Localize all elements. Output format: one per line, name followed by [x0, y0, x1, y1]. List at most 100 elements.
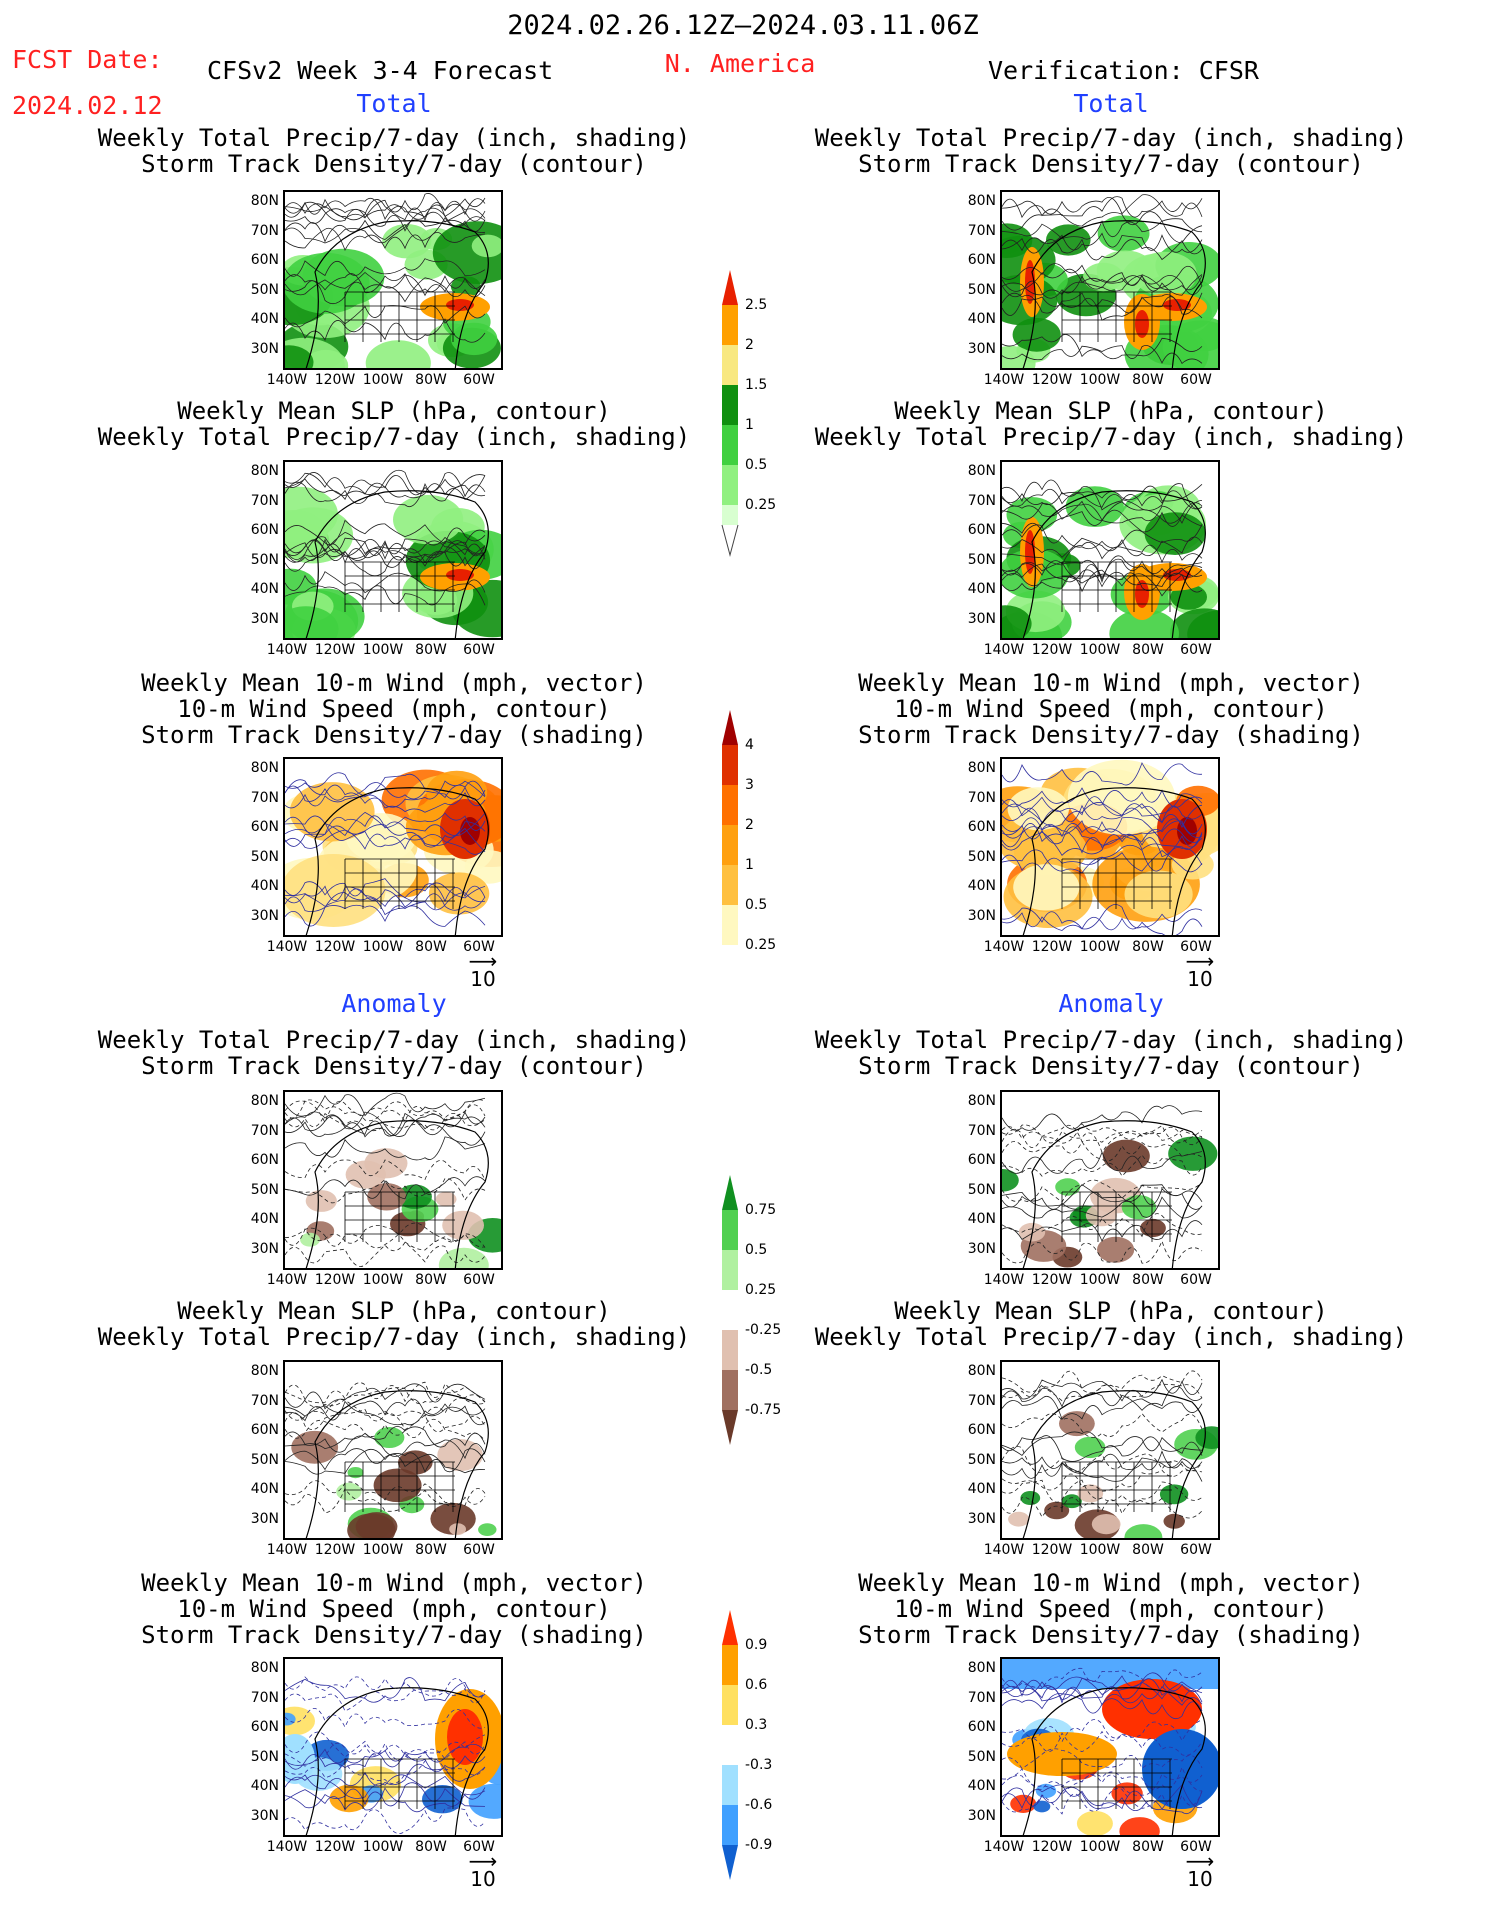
colorbar-storm-total [722, 710, 738, 945]
lat-tick-label: 50N [967, 281, 996, 298]
lat-tick-label: 30N [967, 1240, 996, 1257]
lon-tick-label: 60W [463, 372, 495, 388]
panel-title-line: Weekly Total Precip/7-day (inch, shading… [814, 1323, 1408, 1351]
vector-arrow-icon: ⟶ [468, 949, 498, 973]
map-plot [1002, 194, 1218, 368]
panel-title-line: Weekly Total Precip/7-day (inch, shading… [814, 1026, 1408, 1054]
lat-tick-label: 60N [250, 1422, 279, 1438]
map-plot [1002, 1370, 1218, 1538]
lat-tick-label: 70N [250, 789, 279, 806]
lon-tick-label: 140W [266, 939, 308, 955]
lat-tick-label: 40N [250, 878, 279, 894]
colorbar-tick-label: 4 [745, 737, 754, 753]
map-panel [1000, 190, 1220, 370]
lon-tick-label: 100W [1079, 372, 1121, 388]
map-panel [283, 757, 503, 937]
lat-tick-label: 50N [250, 281, 279, 298]
colorbar-tick-label: 0.75 [745, 1202, 777, 1218]
lat-tick-label: 30N [967, 610, 996, 627]
lat-tick-label: 80N [250, 760, 279, 776]
lon-tick-label: 140W [266, 642, 308, 658]
vector-scale-reference: ⟶ 10 [463, 1851, 503, 1891]
map-plot [285, 1381, 497, 1538]
lon-tick-label: 60W [463, 1272, 495, 1288]
map-plot [285, 1092, 501, 1268]
colorbar-tick-label: 0.25 [745, 937, 777, 953]
lon-tick-label: 80W [1132, 372, 1164, 388]
vector-arrow-icon: ⟶ [1185, 949, 1215, 973]
map-panel [283, 460, 503, 640]
panel-title-line: Weekly Mean SLP (hPa, contour) [894, 397, 1328, 425]
panel-title-line: Weekly Total Precip/7-day (inch, shading… [97, 423, 691, 451]
lat-tick-label: 50N [250, 551, 279, 568]
panel-title-line: 10-m Wind Speed (mph, contour) [177, 1595, 611, 1623]
colorbar-precip-anom [722, 1175, 738, 1445]
colorbar-tick-label: 0.5 [745, 457, 768, 473]
lon-tick-label: 60W [1180, 372, 1212, 388]
panel-title-line: Storm Track Density/7-day (contour) [858, 150, 1364, 178]
lat-tick-label: 40N [967, 1211, 996, 1227]
panel-title-line: Weekly Total Precip/7-day (inch, shading… [97, 1323, 691, 1351]
lon-tick-label: 120W [1031, 939, 1073, 955]
colorbar-tick-label: -0.75 [745, 1402, 782, 1418]
lat-tick-label: 30N [250, 610, 279, 627]
region-label: N. America [664, 49, 816, 78]
colorbar-tick-label: 0.5 [745, 897, 768, 913]
lon-tick-label: 120W [314, 372, 356, 388]
lat-tick-label: 50N [250, 1181, 279, 1198]
lon-tick-label: 100W [362, 1542, 404, 1558]
lat-tick-label: 50N [967, 1451, 996, 1468]
lat-tick-label: 60N [967, 1422, 996, 1438]
date-range: 2024.02.26.12Z–2024.03.11.06Z [507, 10, 979, 41]
lat-tick-label: 50N [967, 848, 996, 865]
lon-tick-label: 60W [1180, 1542, 1212, 1558]
lat-tick-label: 80N [967, 1363, 996, 1379]
map-plot [285, 469, 501, 638]
panel-title-line: Storm Track Density/7-day (shading) [141, 721, 647, 749]
lat-tick-label: 80N [967, 760, 996, 776]
map-plot [285, 193, 501, 368]
lat-tick-label: 60N [967, 252, 996, 268]
panel-title-line: Weekly Total Precip/7-day (inch, shading… [97, 1026, 691, 1054]
lat-tick-label: 70N [250, 1122, 279, 1139]
panel-title-line: 10-m Wind Speed (mph, contour) [894, 695, 1328, 723]
panel-title-line: Weekly Mean SLP (hPa, contour) [177, 397, 611, 425]
colorbar-tick-label: 2 [745, 817, 754, 833]
lat-tick-label: 50N [250, 1451, 279, 1468]
lon-tick-label: 100W [362, 642, 404, 658]
lon-tick-label: 80W [415, 372, 447, 388]
fcst-date-value: 2024.02.12 [12, 91, 163, 120]
colorbar-tick-label: 1 [745, 857, 754, 873]
colorbar-tick-label: -0.5 [745, 1362, 773, 1378]
lat-tick-label: 40N [250, 1481, 279, 1497]
lon-tick-label: 140W [266, 372, 308, 388]
panel-title-line: Weekly Mean 10-m Wind (mph, vector) [858, 1569, 1364, 1597]
map-plot [1002, 1659, 1218, 1835]
lat-tick-label: 50N [967, 551, 996, 568]
lon-tick-label: 60W [463, 642, 495, 658]
map-plot [1002, 479, 1218, 638]
panel-title-line: Storm Track Density/7-day (contour) [141, 150, 647, 178]
colorbar-tick-label: 0.25 [745, 497, 777, 513]
vector-scale-value: 10 [470, 967, 496, 991]
lat-tick-label: 40N [967, 581, 996, 597]
map-panel [1000, 1360, 1220, 1540]
lon-tick-label: 60W [1180, 1272, 1212, 1288]
colorbar-tick-label: 1 [745, 417, 754, 433]
lat-tick-label: 50N [250, 1748, 279, 1765]
lat-tick-label: 60N [250, 522, 279, 538]
lat-tick-label: 40N [967, 311, 996, 327]
vector-scale-value: 10 [470, 1867, 496, 1891]
colorbar-tick-label: 0.9 [745, 1637, 768, 1653]
lon-tick-label: 100W [1079, 642, 1121, 658]
lon-tick-label: 80W [415, 939, 447, 955]
lat-tick-label: 60N [967, 1152, 996, 1168]
lat-tick-label: 30N [967, 1510, 996, 1527]
panel-title-line: Storm Track Density/7-day (contour) [141, 1052, 647, 1080]
lon-tick-label: 80W [1132, 1272, 1164, 1288]
lat-tick-label: 80N [250, 193, 279, 209]
fcst-date-label: FCST Date: [12, 45, 163, 74]
lon-tick-label: 80W [1132, 939, 1164, 955]
lon-tick-label: 120W [1031, 1542, 1073, 1558]
panel-title-line: Weekly Mean 10-m Wind (mph, vector) [141, 1569, 647, 1597]
